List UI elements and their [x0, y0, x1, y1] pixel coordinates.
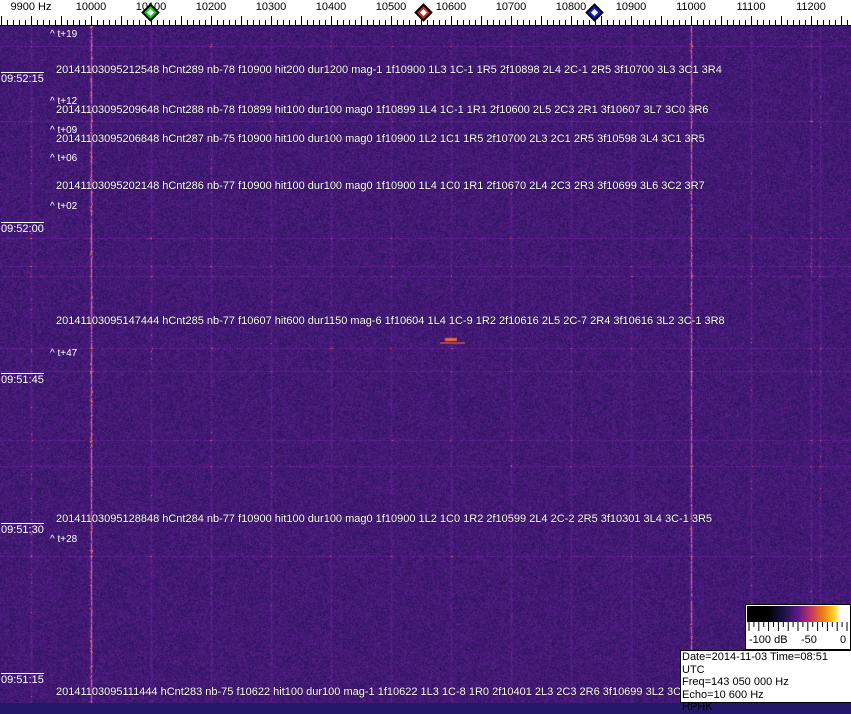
- info-panel: Date=2014-11-03 Time=08:51 UTC Freq=143 …: [680, 650, 851, 713]
- axis-tick-label: 10000: [75, 1, 107, 13]
- detection-line: 20141103095111444 hCnt283 nb-75 f10622 h…: [56, 686, 688, 698]
- legend-label-mid: -50: [801, 634, 817, 646]
- time-offset-label: ^ t+06: [50, 153, 78, 164]
- time-offset-label: ^ t+09: [50, 125, 78, 136]
- time-offset-label: ^ t+19: [50, 29, 78, 40]
- time-offset-label: ^ t+28: [50, 534, 78, 545]
- axis-tick-label: 10600: [435, 1, 467, 13]
- detection-line: 20141103095147444 hCnt285 nb-77 f10607 h…: [56, 315, 725, 327]
- axis-tick-label: 10300: [255, 1, 287, 13]
- detection-line: 20141103095209648 hCnt288 nb-78 f10899 h…: [56, 104, 709, 116]
- frequency-axis: 9900 Hz 10000101001020010300104001050010…: [0, 0, 851, 26]
- axis-tick-label: 10200: [195, 1, 227, 13]
- info-date-time: Date=2014-11-03 Time=08:51 UTC: [682, 651, 828, 676]
- axis-tick-label: 10800: [555, 1, 587, 13]
- axis-tick-label: 10500: [375, 1, 407, 13]
- axis-tick-label: 10900: [615, 1, 647, 13]
- axis-tick-label: 11200: [796, 1, 826, 13]
- axis-tick-label: 11100: [736, 1, 766, 13]
- legend-ticks: [748, 622, 848, 631]
- time-label: 09:51:45: [1, 373, 44, 386]
- detection-line: 20141103095202148 hCnt286 nb-77 f10900 h…: [56, 180, 705, 192]
- axis-unit-label: 9900 Hz: [10, 1, 52, 13]
- detection-line: 20141103095128848 hCnt284 nb-77 f10900 h…: [56, 513, 713, 525]
- axis-tick-label: 10400: [315, 1, 347, 13]
- time-offset-label: ^ t+47: [50, 348, 78, 359]
- axis-ticks: [0, 16, 851, 26]
- time-label: 09:51:15: [1, 673, 44, 686]
- spectrogram-waterfall: [0, 26, 851, 703]
- detection-line: 20141103095212548 hCnt289 nb-78 f10900 h…: [56, 64, 722, 76]
- color-scale-legend: -100 dB -50 0: [745, 604, 851, 650]
- detection-line: 20141103095206848 hCnt287 nb-75 f10900 h…: [56, 133, 705, 145]
- color-bar: [747, 606, 849, 622]
- time-offset-label: ^ t+12: [50, 96, 78, 107]
- legend-label-min: -100 dB: [749, 634, 788, 646]
- legend-label-max: 0: [840, 634, 847, 646]
- time-label: 09:52:00: [1, 222, 44, 235]
- axis-tick-label: 10700: [495, 1, 527, 13]
- axis-tick-label: 11000: [676, 1, 706, 13]
- time-offset-label: ^ t+02: [50, 201, 78, 212]
- time-label: 09:52:15: [1, 72, 44, 85]
- info-frequency: Freq=143 050 000 Hz: [682, 676, 789, 688]
- info-echo: Echo=10 600 Hz: [682, 688, 764, 701]
- time-label: 09:51:30: [1, 523, 44, 536]
